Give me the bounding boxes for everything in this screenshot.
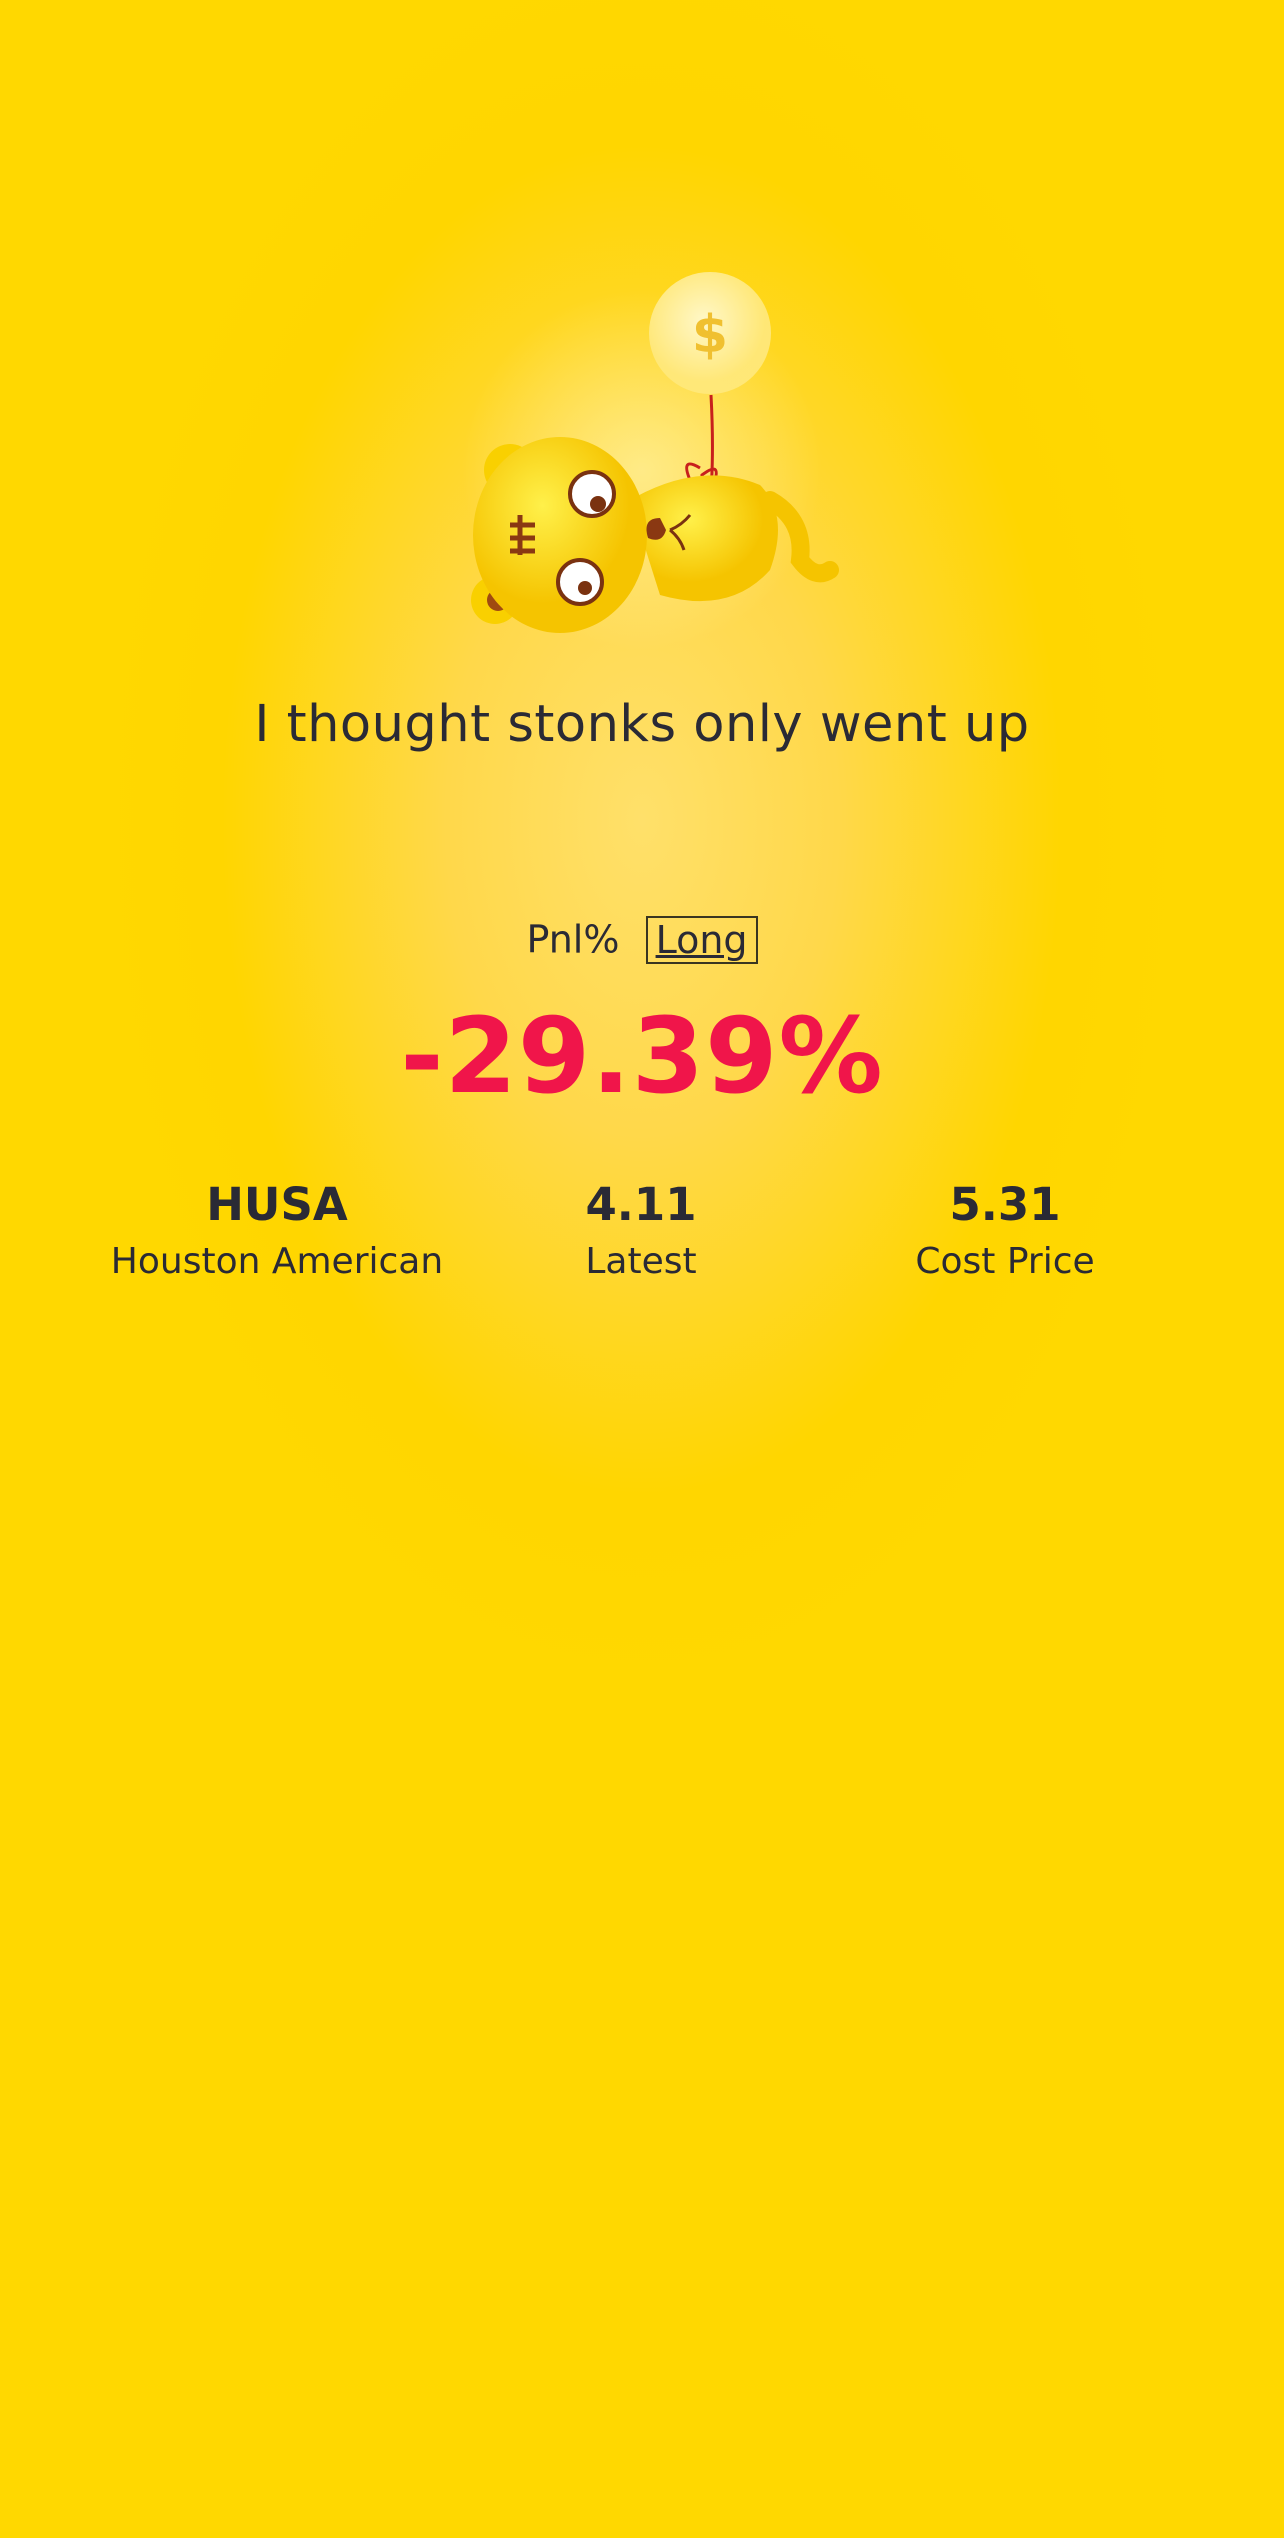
stat-label: Latest	[585, 1241, 697, 1282]
stat-value: 5.31	[949, 1178, 1061, 1231]
stat-value: HUSA	[206, 1178, 348, 1231]
stat-cost-price: 5.31 Cost Price	[805, 1178, 1205, 1282]
pnl-label: Pnl%	[526, 917, 620, 962]
tiger-with-dollar-balloon-icon: $	[471, 272, 839, 633]
stat-label: Cost Price	[915, 1241, 1095, 1282]
pnl-percentage: -29.39%	[400, 995, 884, 1117]
stat-ticker: HUSA Houston American	[77, 1178, 477, 1282]
position-direction-badge: Long	[645, 915, 758, 964]
stat-value: 4.11	[585, 1178, 697, 1231]
pnl-header: Pnl% Long	[0, 915, 1284, 964]
stat-latest: 4.11 Latest	[441, 1178, 841, 1282]
page-title: I thought stonks only went up	[254, 695, 1030, 754]
stat-label: Houston American	[110, 1241, 444, 1282]
svg-text:$: $	[692, 305, 728, 365]
